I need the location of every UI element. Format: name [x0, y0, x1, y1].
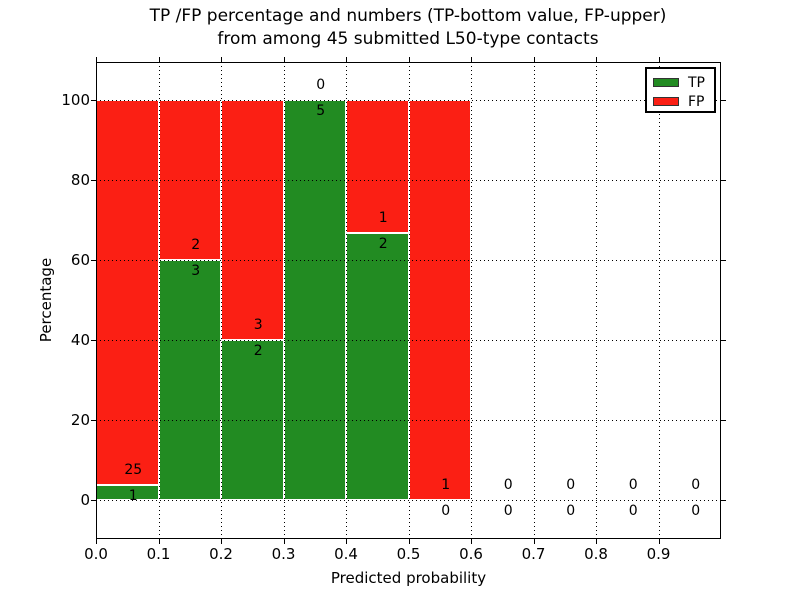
x-tick-mark-top: [533, 57, 535, 62]
y-axis-label: Percentage: [37, 257, 55, 343]
y-tick-label: 40: [70, 331, 90, 349]
x-tick-label: 0.1: [146, 545, 171, 563]
x-tick-mark: [221, 539, 222, 544]
tp-count-label: 0: [441, 503, 451, 519]
gridline-vertical: [221, 62, 222, 539]
y-tick-mark: [91, 260, 96, 261]
y-tick-mark-right: [721, 420, 726, 421]
gridline-vertical: [346, 62, 347, 539]
legend-label-tp: TP: [688, 74, 705, 91]
x-tick-mark-top: [471, 57, 472, 62]
x-tick-mark-top: [408, 57, 410, 62]
fp-count-label: 0: [503, 477, 513, 493]
x-tick-mark: [658, 539, 660, 544]
tp-count-label: 5: [316, 103, 326, 119]
x-tick-mark-top: [283, 57, 285, 62]
y-tick-label: 0: [80, 491, 90, 509]
tp-count-label: 0: [628, 503, 638, 519]
legend-entry-fp: FP: [653, 92, 714, 111]
bar-segment-fp: [346, 100, 409, 234]
tp-count-label: 2: [378, 236, 388, 253]
x-tick-mark: [283, 539, 285, 544]
gridline-vertical: [408, 62, 410, 539]
y-tick-mark-right: [721, 500, 726, 501]
gridline-vertical: [533, 62, 535, 539]
y-tick-label: 20: [70, 411, 90, 429]
fp-count-label: 3: [253, 317, 263, 333]
bar-segment-tp: [283, 100, 346, 500]
tp-count-label: 0: [691, 503, 701, 519]
gridline-vertical: [596, 62, 597, 539]
x-tick-mark-top: [158, 57, 160, 62]
x-tick-label: 0.2: [209, 545, 233, 563]
x-tick-label: 0.4: [334, 545, 358, 563]
legend-label-fp: FP: [688, 93, 705, 110]
x-tick-mark: [596, 539, 597, 544]
bar-segment-tp: [346, 233, 409, 500]
bar-segment-tp: [158, 260, 221, 500]
y-tick-mark: [91, 100, 96, 101]
x-tick-mark: [346, 539, 347, 544]
tp-count-label: 1: [128, 487, 138, 504]
gridline-vertical: [471, 62, 472, 539]
x-axis-label: Predicted probability: [330, 569, 487, 587]
x-tick-mark-top: [346, 57, 347, 62]
y-tick-label: 100: [61, 91, 90, 109]
fp-count-label: 1: [378, 210, 388, 227]
fp-count-label: 0: [566, 477, 576, 493]
gridline-vertical: [283, 62, 285, 539]
bar-segment-fp: [408, 100, 471, 500]
tp-count-label: 2: [253, 343, 263, 359]
x-tick-label: 0.0: [84, 545, 108, 563]
fp-legend-swatch-icon: [653, 97, 679, 106]
tp-legend-swatch-icon: [653, 78, 679, 87]
x-tick-label: 0.8: [584, 545, 608, 563]
fp-count-label: 1: [441, 477, 451, 493]
y-tick-label: 60: [70, 251, 90, 269]
legend-entry-tp: TP: [653, 73, 714, 92]
y-tick-mark: [91, 420, 96, 421]
fp-count-label: 0: [628, 477, 638, 493]
tp-count-label: 0: [503, 503, 513, 519]
tp-count-label: 3: [191, 263, 201, 279]
bar-segment-fp: [96, 100, 159, 485]
y-tick-mark-right: [721, 180, 726, 181]
x-tick-mark-top: [96, 57, 97, 62]
x-tick-mark: [96, 539, 97, 544]
x-tick-label: 0.6: [459, 545, 483, 563]
x-tick-mark-top: [596, 57, 597, 62]
x-tick-label: 0.7: [521, 545, 546, 563]
y-tick-mark-right: [721, 340, 726, 341]
x-tick-mark-top: [658, 57, 660, 62]
bar-segment-tp: [96, 484, 159, 500]
y-tick-mark: [91, 340, 96, 341]
chart-title-line2: from among 45 submitted L50-type contact…: [217, 29, 599, 49]
legend: TP FP: [645, 67, 716, 113]
x-tick-mark: [471, 539, 472, 544]
x-tick-mark-top: [221, 57, 222, 62]
bar-segment-fp: [221, 100, 284, 340]
y-tick-mark: [91, 180, 96, 181]
chart-title-line1: TP /FP percentage and numbers (TP-bottom…: [149, 6, 667, 26]
gridline-vertical: [158, 62, 160, 539]
x-tick-label: 0.5: [396, 545, 421, 563]
x-tick-mark: [408, 539, 410, 544]
x-tick-mark: [533, 539, 535, 544]
fp-count-label: 0: [316, 77, 326, 93]
y-tick-label: 80: [70, 171, 90, 189]
x-tick-label: 0.3: [271, 545, 296, 563]
x-tick-label: 0.9: [646, 545, 671, 563]
gridline-vertical: [658, 62, 660, 539]
y-tick-mark-right: [721, 100, 726, 101]
y-tick-mark: [91, 500, 96, 501]
fp-count-label: 0: [691, 477, 701, 493]
tp-count-label: 0: [566, 503, 576, 519]
y-tick-mark-right: [721, 260, 726, 261]
x-tick-mark: [158, 539, 160, 544]
fp-count-label: 2: [191, 237, 201, 253]
fp-count-label: 25: [124, 461, 143, 478]
